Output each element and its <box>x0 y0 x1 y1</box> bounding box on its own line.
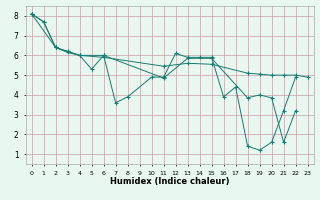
X-axis label: Humidex (Indice chaleur): Humidex (Indice chaleur) <box>110 177 229 186</box>
